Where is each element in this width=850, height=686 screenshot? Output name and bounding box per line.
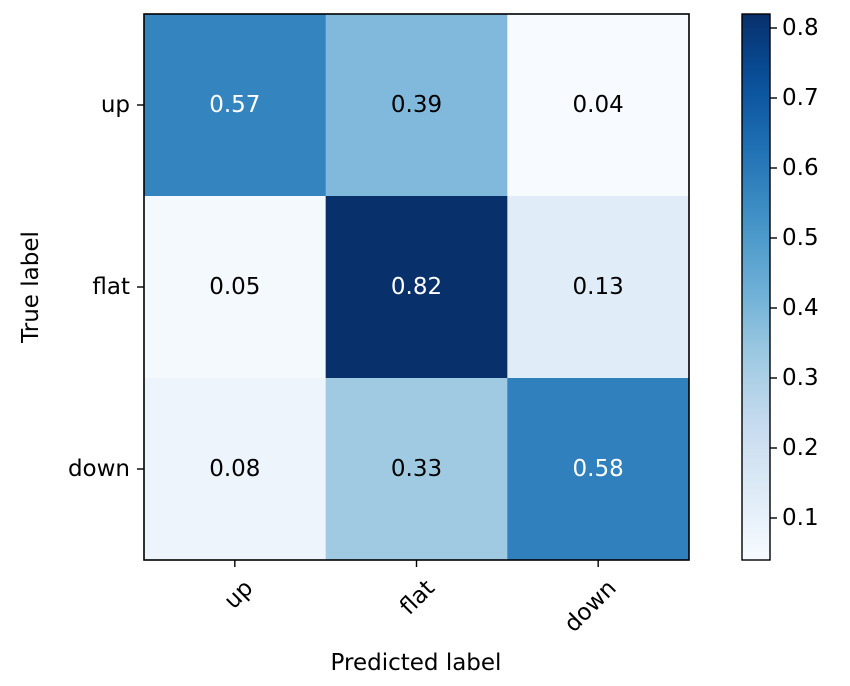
cell-value-label: 0.39: [391, 92, 442, 118]
cell-labels: 0.57 0.39 0.04 0.05 0.82 0.13 0.08 0.33 0.58: [209, 92, 624, 482]
cell-value-label: 0.58: [573, 456, 624, 482]
cell-value-label: 0.04: [573, 92, 624, 118]
cell-value-label: 0.13: [573, 274, 624, 300]
cell-value-label: 0.33: [391, 456, 442, 482]
colorbar-tick-label: 0.3: [782, 365, 819, 391]
heatmap-cell: [507, 378, 690, 561]
heatmap-cell: [507, 196, 690, 379]
x-axis-ticks: up flat down: [219, 560, 622, 637]
heatmap-cell: [325, 378, 508, 561]
colorbar-tick-label: 0.8: [782, 15, 819, 41]
colorbar-ticks: 0.1 0.2 0.3 0.4 0.5 0.6 0.7 0.8: [770, 15, 819, 531]
x-tick-label: flat: [395, 575, 440, 620]
matrix-cells: [144, 14, 690, 561]
cell-value-label: 0.57: [209, 92, 260, 118]
heatmap-cell: [507, 14, 690, 197]
heatmap-cell: [144, 378, 327, 561]
cell-value-label: 0.08: [209, 456, 260, 482]
y-tick-label: down: [68, 456, 130, 482]
heatmap-cell: [144, 196, 327, 379]
colorbar-tick-label: 0.4: [782, 295, 819, 321]
colorbar-tick-label: 0.2: [782, 435, 819, 461]
x-axis-label: Predicted label: [331, 650, 502, 676]
y-axis-ticks: up flat down: [68, 92, 144, 482]
y-tick-label: flat: [92, 274, 130, 300]
y-axis-label: True label: [18, 231, 44, 344]
heatmap-cell: [325, 14, 508, 197]
colorbar: [741, 13, 771, 561]
colorbar-tick-label: 0.5: [782, 225, 819, 251]
y-tick-label: up: [101, 92, 130, 118]
heatmap-cell: [144, 14, 327, 197]
colorbar-tick-label: 0.1: [782, 505, 819, 531]
x-tick-label: down: [559, 575, 621, 637]
colorbar-tick-label: 0.7: [782, 85, 819, 111]
cell-value-label: 0.82: [391, 274, 442, 300]
colorbar-tick-label: 0.6: [782, 155, 819, 181]
x-tick-label: up: [219, 575, 258, 614]
cell-value-label: 0.05: [209, 274, 260, 300]
heatmap-cell: [325, 196, 508, 379]
